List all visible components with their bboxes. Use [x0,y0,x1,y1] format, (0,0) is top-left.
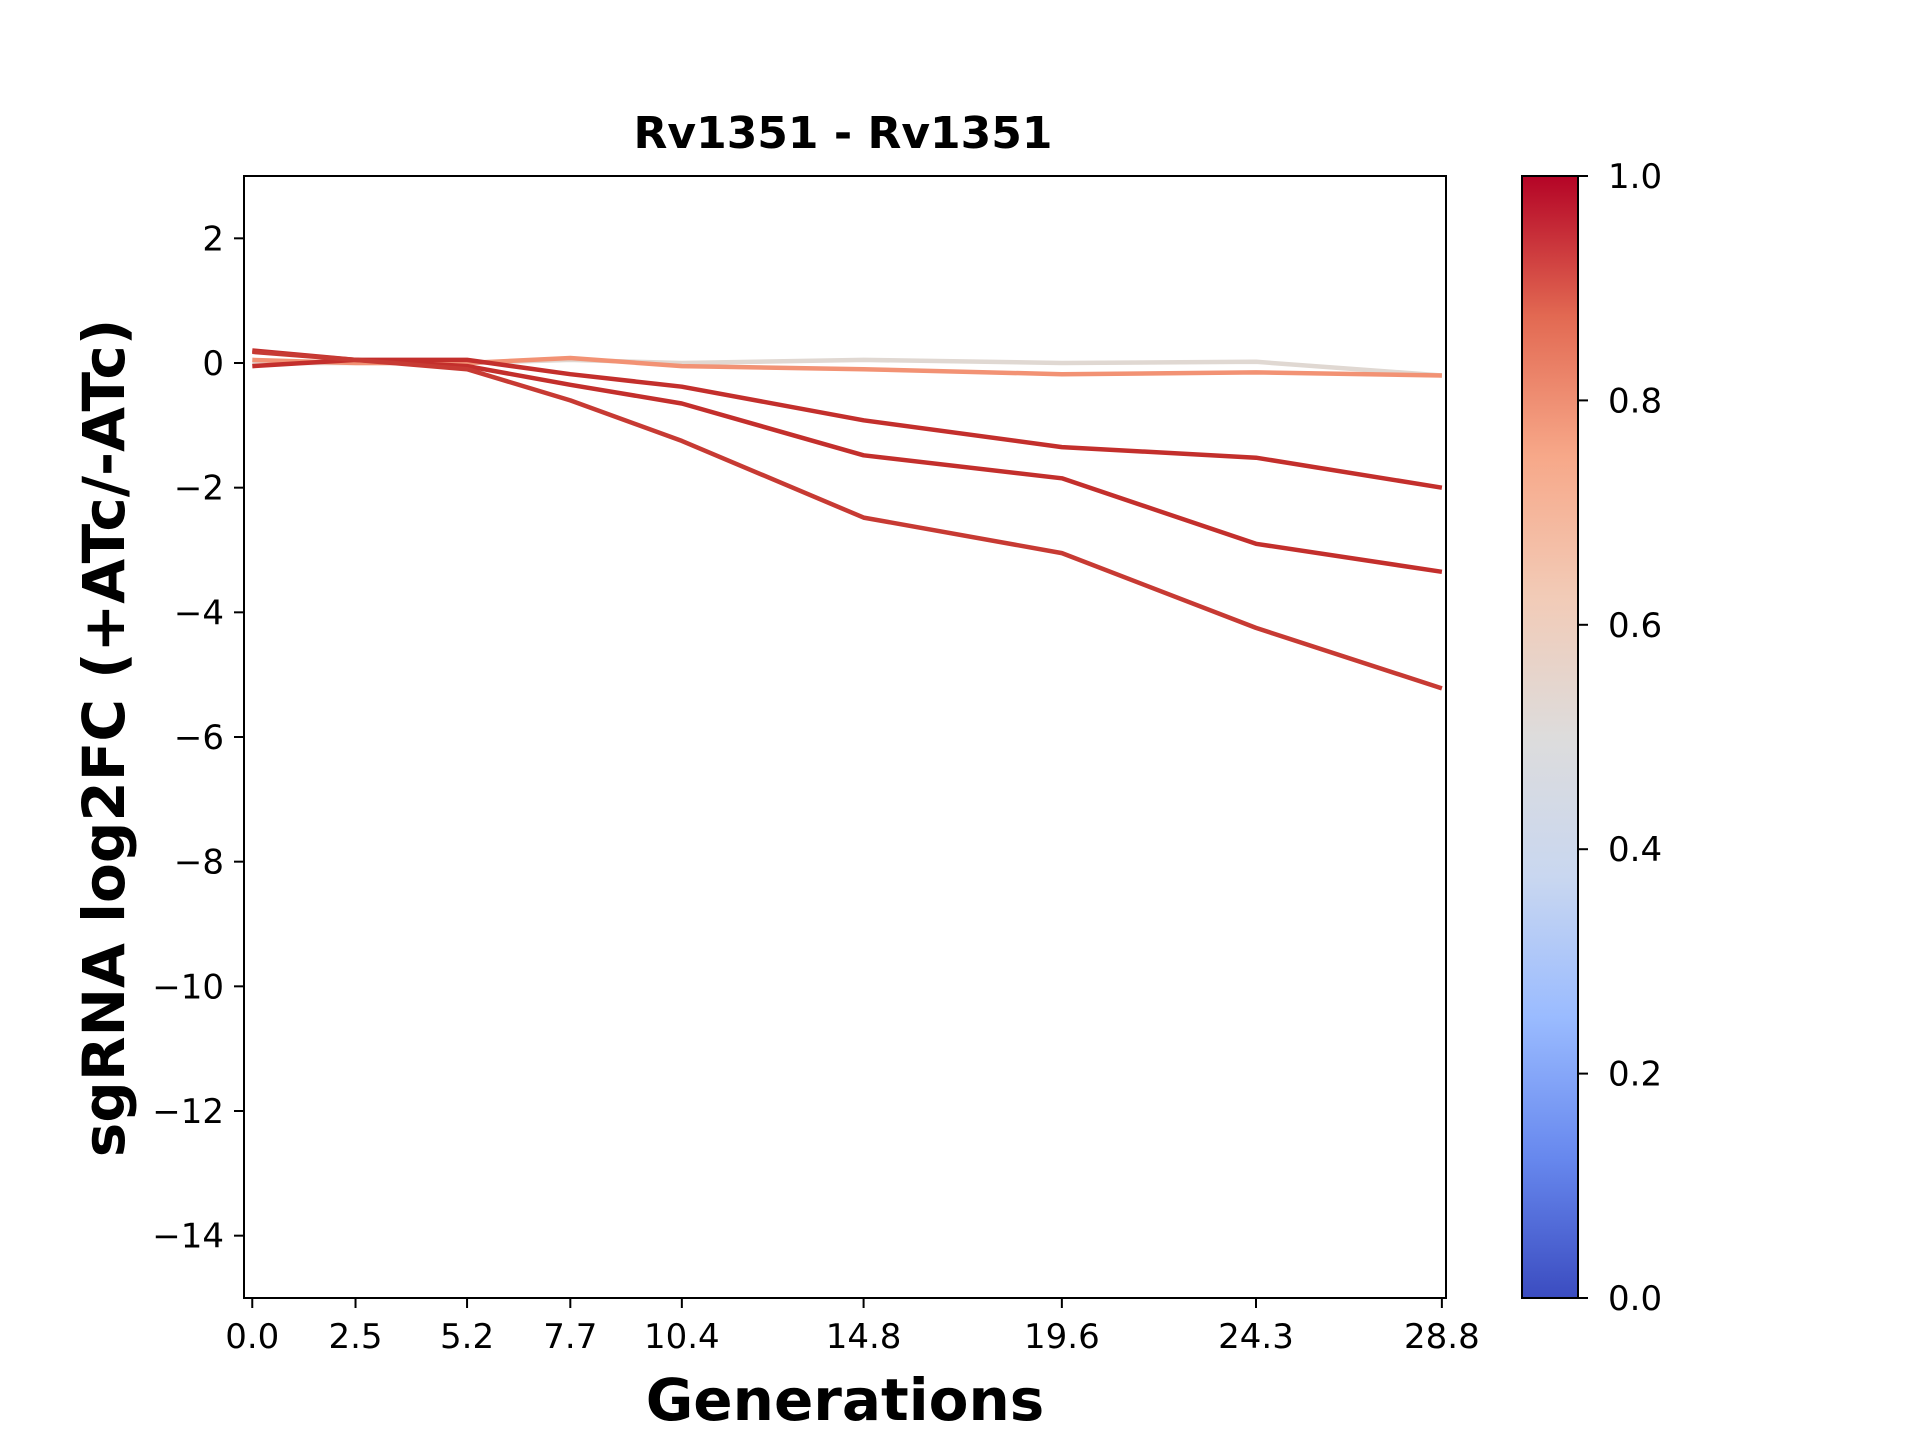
colorbar-tick-label: 0.0 [1608,1279,1662,1319]
x-tick-label: 2.5 [328,1317,382,1357]
colorbar-tick-label: 0.6 [1608,606,1662,646]
y-tick-label: −10 [152,967,224,1007]
y-axis-title: sgRNA log2FC (+ATc/-ATc) [70,319,138,1157]
series-line-3 [252,357,1443,490]
x-tick-label: 0.0 [225,1317,279,1357]
x-axis-title: Generations [646,1366,1045,1434]
x-tick-label: 14.8 [826,1317,902,1357]
y-tick-label: −12 [152,1092,224,1132]
y-tick-label: −4 [174,593,224,633]
y-tick-label: 2 [202,219,224,259]
y-tick-label: −8 [174,843,224,883]
x-tick-label: 24.3 [1218,1317,1294,1357]
x-tick-label: 19.6 [1024,1317,1100,1357]
x-tick-label: 5.2 [440,1317,494,1357]
colorbar-tick-label: 0.8 [1608,381,1662,421]
x-tick-label: 28.8 [1404,1317,1480,1357]
y-tick-label: −2 [174,469,224,509]
chart-title: Rv1351 - Rv1351 [634,108,1053,159]
y-tick-label: 0 [202,344,224,384]
colorbar [1521,175,1579,1299]
colorbar-tick-label: 0.2 [1608,1055,1662,1095]
y-tick-label: −14 [152,1217,224,1257]
series-line-5 [252,349,1443,691]
x-tick-label: 7.7 [543,1317,597,1357]
x-tick-label: 10.4 [644,1317,720,1357]
colorbar-tick-label: 1.0 [1608,157,1662,197]
y-tick-label: −6 [174,718,224,758]
colorbar-tick-label: 0.4 [1608,830,1662,870]
plot-frame [243,175,1447,1299]
